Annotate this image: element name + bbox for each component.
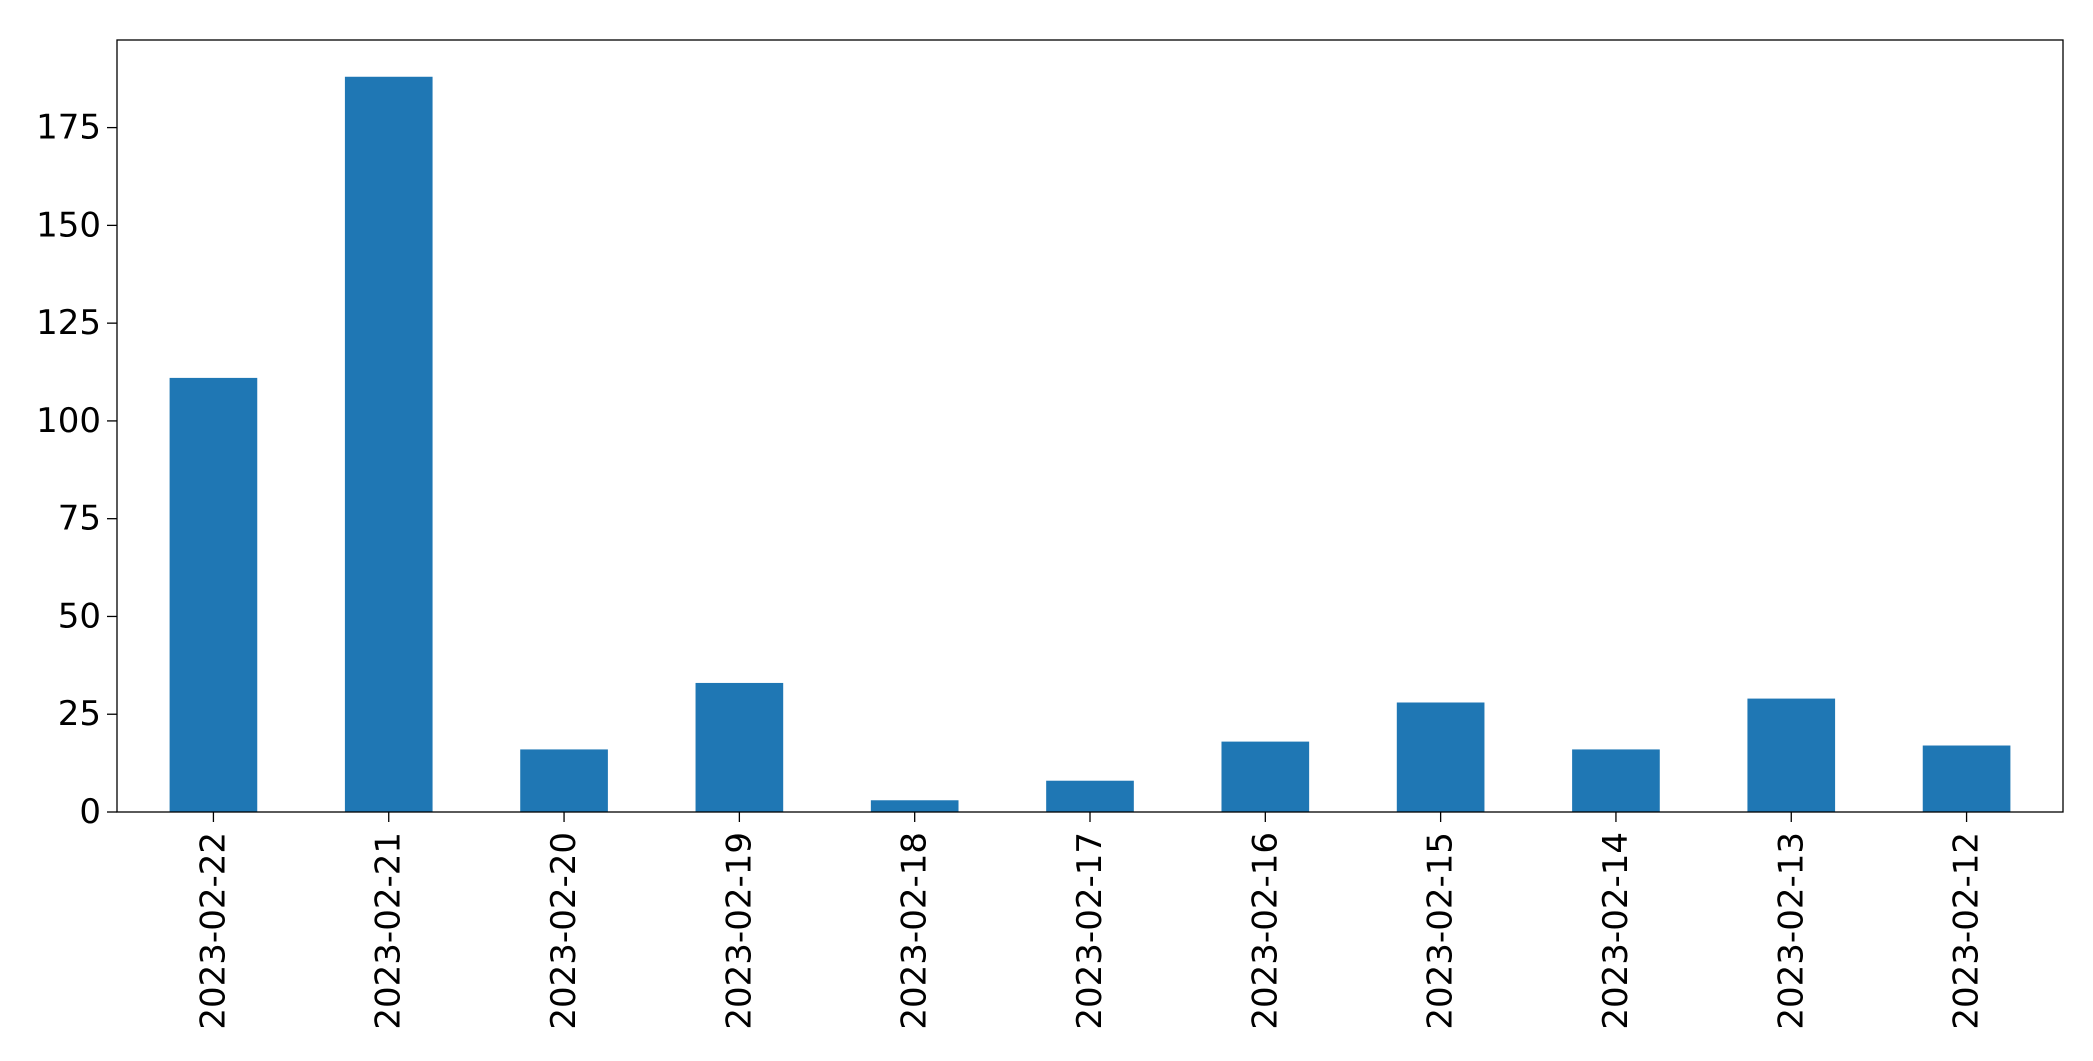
bar-2023-02-22 — [169, 377, 258, 812]
bar-2023-02-17 — [1046, 780, 1134, 812]
bar-2023-02-20 — [520, 749, 608, 812]
y-tick-label: 175 — [36, 108, 101, 148]
bar-2023-02-14 — [1572, 749, 1660, 812]
bar-2023-02-18 — [870, 800, 959, 812]
x-axis: 2023-02-22 2023-02-21 2023-02-20 2023-02-19… — [193, 812, 1987, 1030]
y-axis: 0 25 50 75 100 125 150 175 — [36, 108, 117, 832]
y-tick-label: 150 — [36, 205, 101, 245]
x-tick-label: 2023-02-15 — [1421, 832, 1461, 1030]
bar-2023-02-13 — [1747, 698, 1836, 812]
bar-2023-02-16 — [1221, 741, 1310, 812]
x-tick-label: 2023-02-20 — [544, 832, 584, 1030]
y-tick-label: 25 — [58, 694, 101, 734]
x-tick-label: 2023-02-16 — [1245, 832, 1285, 1030]
bar-2023-02-19 — [695, 682, 784, 812]
bar-2023-02-21 — [344, 76, 433, 812]
bars-group — [169, 76, 2011, 812]
x-tick-label: 2023-02-12 — [1947, 832, 1987, 1030]
y-tick-label: 125 — [36, 303, 101, 343]
x-tick-label: 2023-02-19 — [719, 832, 759, 1030]
bar-2023-02-12 — [1922, 745, 2011, 812]
y-tick-label: 75 — [58, 499, 101, 539]
x-tick-label: 2023-02-13 — [1771, 832, 1811, 1030]
y-tick-label: 100 — [36, 401, 101, 441]
y-tick-label: 0 — [79, 792, 101, 832]
x-tick-label: 2023-02-14 — [1596, 832, 1636, 1030]
x-tick-label: 2023-02-17 — [1070, 832, 1110, 1030]
y-tick-label: 50 — [58, 596, 101, 636]
plot-frame — [116, 39, 2064, 813]
x-tick-label: 2023-02-22 — [193, 832, 233, 1030]
bar-2023-02-15 — [1396, 702, 1485, 812]
x-tick-label: 2023-02-21 — [369, 832, 409, 1030]
x-tick-label: 2023-02-18 — [895, 832, 935, 1030]
